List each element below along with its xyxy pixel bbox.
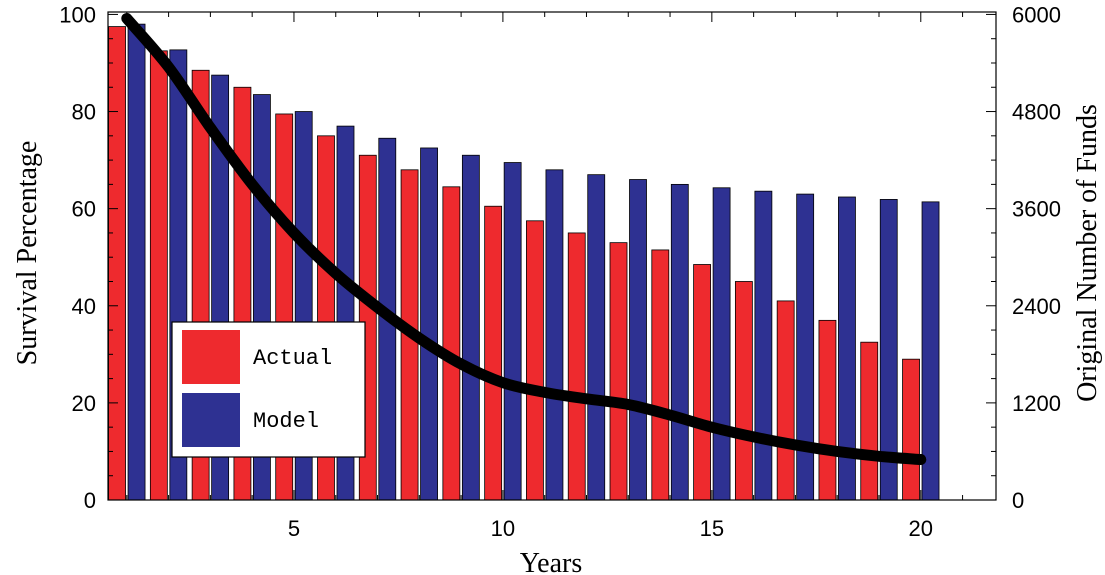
line-point-13 [627, 403, 630, 406]
line-point-19 [877, 455, 880, 458]
line-point-5 [292, 231, 295, 234]
y2-tick-label-0: 0 [1012, 488, 1024, 513]
bar-model-15 [712, 187, 731, 501]
bar-actual-20 [902, 358, 920, 501]
y-axis-title: Survival Percentage [12, 141, 43, 366]
labels-layer: 5 10 15 20 0 20 40 60 80 100 0 1200 2400 3600 4800 6000 [59, 2, 1061, 541]
legend: Actual Model [171, 321, 366, 458]
bar-actual-13 [609, 242, 628, 501]
x-axis-title: Years [520, 548, 583, 575]
bar-model-14 [670, 183, 689, 501]
bar-actual-19 [860, 341, 879, 501]
legend-swatch-actual [182, 330, 240, 384]
line-point-6 [334, 272, 337, 275]
y-tick-label-80: 80 [72, 100, 96, 125]
line-point-4 [251, 183, 254, 186]
bar-model-13 [629, 179, 647, 501]
x-tick-label-10: 10 [491, 516, 515, 541]
y2-tick-label-6000: 6000 [1012, 2, 1061, 27]
line-point-16 [752, 435, 755, 438]
line-point-15 [710, 426, 713, 429]
ticks-layer [108, 12, 996, 501]
bar-model-10 [503, 162, 522, 501]
y-tick-label-0: 0 [84, 488, 96, 513]
legend-label-model: Model [253, 409, 319, 434]
y2-tick-label-2400: 2400 [1012, 294, 1061, 319]
y2-tick-label-4800: 4800 [1012, 100, 1061, 125]
line-point-14 [669, 414, 672, 417]
y2-tick-label-1200: 1200 [1012, 391, 1061, 416]
bar-actual-9 [442, 186, 461, 501]
bar-actual-14 [651, 249, 670, 501]
bar-actual-15 [693, 264, 711, 501]
y-tick-label-20: 20 [72, 391, 96, 416]
bar-model-8 [420, 147, 438, 501]
line-point-2 [167, 66, 170, 69]
bar-actual-16 [734, 281, 753, 501]
x-tick-label-5: 5 [288, 516, 300, 541]
bar-actual-2 [149, 50, 168, 501]
bar-model-17 [796, 193, 815, 501]
line-point-20 [919, 458, 922, 461]
bar-actual-1 [108, 26, 126, 501]
bar-actual-18 [818, 319, 837, 501]
bar-actual-11 [526, 220, 544, 501]
legend-label-actual: Actual [253, 346, 332, 371]
bar-actual-17 [776, 300, 795, 501]
line-point-1 [125, 17, 128, 20]
x-tick-label-15: 15 [700, 516, 724, 541]
line-point-10 [501, 381, 504, 384]
bar-model-9 [461, 154, 480, 501]
y-tick-label-40: 40 [72, 294, 96, 319]
y2-axis-title: Original Number of Funds [1072, 104, 1103, 402]
line-point-12 [585, 397, 588, 400]
line-point-3 [209, 126, 212, 129]
y-tick-label-60: 60 [72, 197, 96, 222]
legend-swatch-model [182, 393, 240, 447]
x-tick-label-20: 20 [909, 516, 933, 541]
line-point-17 [794, 443, 797, 446]
bar-actual-12 [567, 232, 586, 501]
line-point-18 [836, 450, 839, 453]
plot-frame [107, 11, 997, 501]
bar-model-1 [127, 23, 146, 501]
y2-tick-label-3600: 3600 [1012, 197, 1061, 222]
bar-model-11 [545, 169, 564, 501]
y-tick-label-100: 100 [59, 2, 96, 27]
bar-model-12 [587, 174, 606, 501]
line-point-11 [543, 391, 546, 394]
line-point-8 [418, 337, 421, 340]
bar-actual-10 [484, 205, 503, 501]
line-layer [121, 12, 927, 466]
line-point-9 [460, 363, 463, 366]
line-point-7 [376, 306, 379, 309]
bar-model-20 [921, 201, 940, 501]
bar-model-16 [754, 190, 773, 501]
